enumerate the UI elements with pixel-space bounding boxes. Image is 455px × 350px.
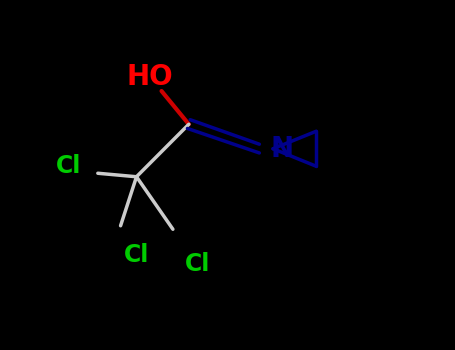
Text: HO: HO — [127, 63, 173, 91]
Text: Cl: Cl — [56, 154, 81, 178]
Text: Cl: Cl — [185, 252, 211, 276]
Text: Cl: Cl — [124, 244, 149, 267]
Text: N: N — [271, 135, 293, 163]
